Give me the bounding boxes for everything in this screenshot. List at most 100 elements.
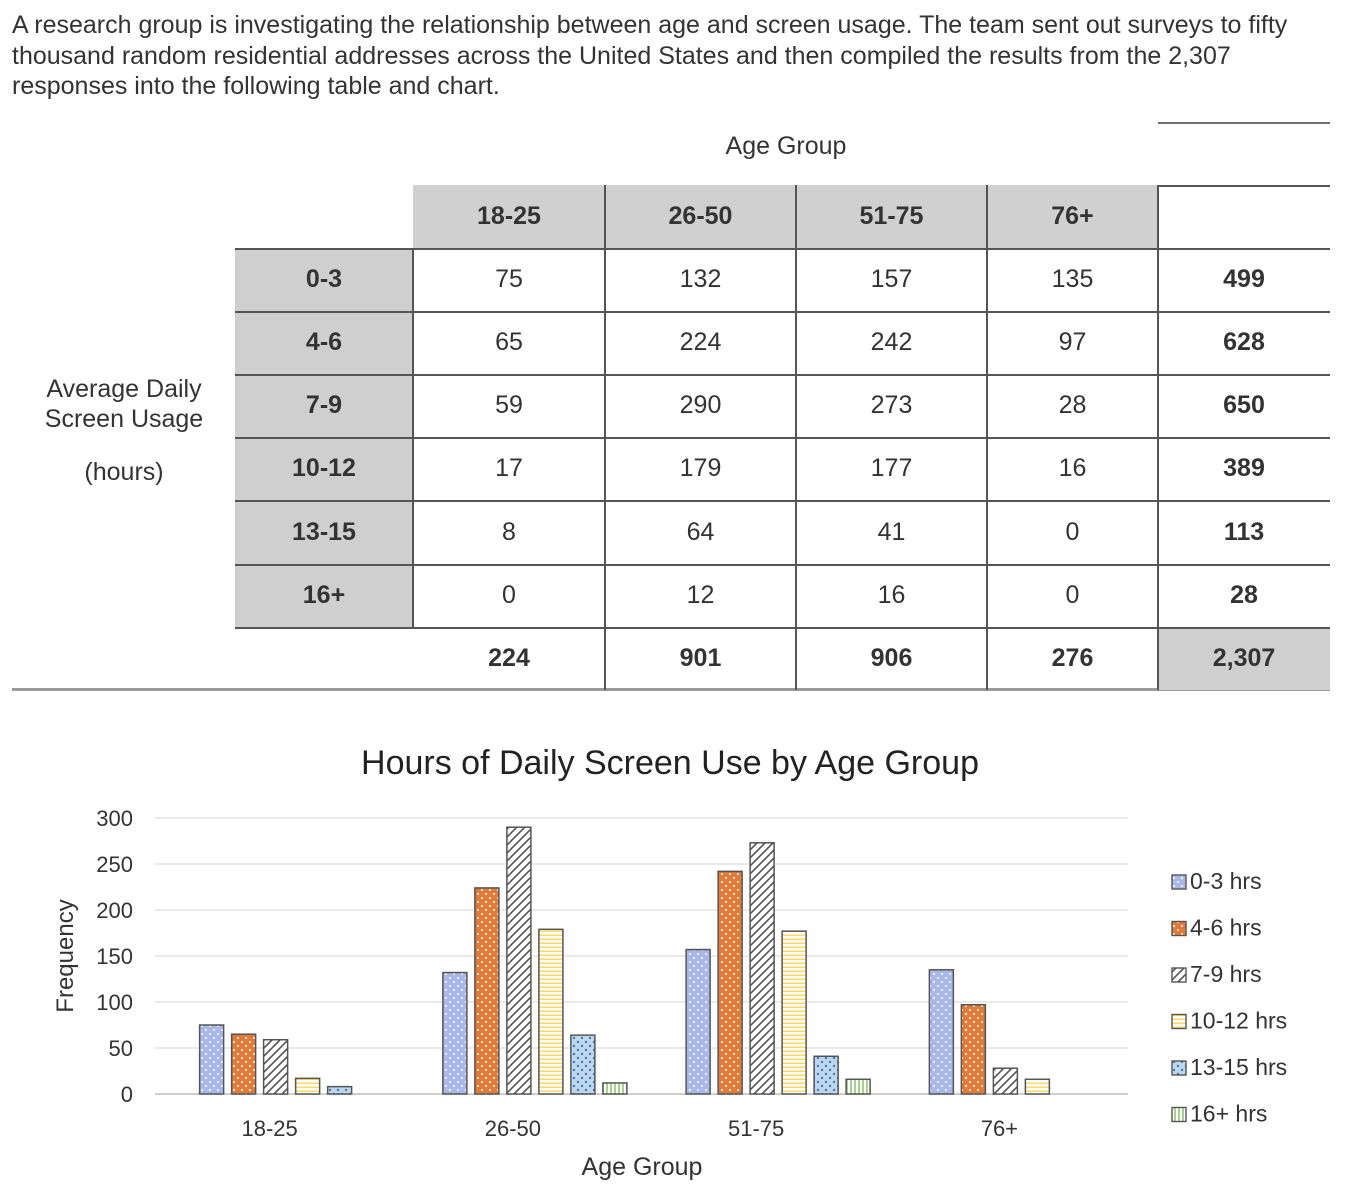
table-grid-line xyxy=(1158,185,1330,187)
table-grid-line xyxy=(235,437,1330,439)
table-cell: 224 xyxy=(605,311,796,374)
table-cell: 0 xyxy=(987,564,1158,627)
table-cell: 242 xyxy=(796,311,987,374)
bar xyxy=(294,1077,321,1095)
row-total: 113 xyxy=(1158,500,1330,564)
legend-label: 10-12 hrs xyxy=(1190,1008,1287,1034)
bar xyxy=(198,1024,225,1095)
x-tick-label: 76+ xyxy=(981,1116,1018,1141)
table-grid-line xyxy=(235,374,1330,376)
legend-swatch xyxy=(1171,1013,1187,1030)
table-grid-line xyxy=(412,248,414,627)
table-cell: 75 xyxy=(413,248,605,311)
total-column-rule xyxy=(1158,122,1330,124)
legend-label: 7-9 hrs xyxy=(1190,961,1262,987)
table-cell: 59 xyxy=(413,374,605,437)
table-cell: 290 xyxy=(605,374,796,437)
table-grid-line xyxy=(235,564,1330,566)
x-axis-label: Age Group xyxy=(582,1153,703,1181)
row-header: 7-9 xyxy=(235,374,413,437)
y-tick-label: 150 xyxy=(96,944,133,969)
table-grid-line xyxy=(235,500,1330,502)
column-total: 224 xyxy=(488,644,530,672)
y-tick-label: 100 xyxy=(96,990,133,1015)
table-cell: 132 xyxy=(605,248,796,311)
column-total: 901 xyxy=(679,644,722,672)
table-grid-line xyxy=(235,311,1330,313)
row-group-unit: (hours) xyxy=(84,458,164,486)
table-cell: 179 xyxy=(605,437,796,500)
row-total: 389 xyxy=(1158,437,1330,500)
legend-swatch xyxy=(1171,967,1187,983)
table-cell: 64 xyxy=(605,500,796,564)
bar xyxy=(992,1067,1019,1095)
column-header: 76+ xyxy=(987,185,1158,248)
bar xyxy=(813,1055,839,1095)
x-tick-label: 18-25 xyxy=(241,1116,297,1141)
x-tick-label: 51-75 xyxy=(728,1116,784,1141)
table-cell: 16 xyxy=(987,437,1158,500)
row-header: 10-12 xyxy=(235,437,413,500)
table-cell: 41 xyxy=(796,500,987,564)
table-grid-line xyxy=(1157,185,1159,690)
column-total: 276 xyxy=(1051,644,1094,672)
x-tick-label: 26-50 xyxy=(485,1116,541,1141)
row-total: 650 xyxy=(1158,374,1330,437)
table-grid-line xyxy=(235,627,1330,629)
table-cell: 273 xyxy=(796,374,987,437)
table-cell: 8 xyxy=(413,500,605,564)
bar xyxy=(262,1038,289,1095)
row-total: 28 xyxy=(1158,564,1330,627)
legend-swatch xyxy=(1171,920,1187,937)
row-total: 499 xyxy=(1158,248,1330,311)
legend-swatch xyxy=(1171,874,1187,890)
bar xyxy=(326,1085,353,1095)
table-cell: 97 xyxy=(987,311,1158,374)
table-cell: 65 xyxy=(413,311,605,374)
y-tick-label: 250 xyxy=(96,852,133,877)
table-grid-line xyxy=(795,185,797,690)
column-header: 18-25 xyxy=(413,185,605,248)
table-cell: 16 xyxy=(796,564,987,627)
y-tick-label: 50 xyxy=(109,1036,133,1061)
legend-swatch xyxy=(1171,1060,1187,1076)
bar xyxy=(538,928,564,1095)
bar xyxy=(781,930,807,1095)
row-header: 0-3 xyxy=(235,248,413,311)
y-tick-label: 200 xyxy=(96,898,133,923)
y-tick-label: 300 xyxy=(96,806,133,831)
row-header: 16+ xyxy=(235,564,413,627)
bar xyxy=(474,887,500,1095)
bar xyxy=(685,948,711,1095)
table-cell: 17 xyxy=(413,437,605,500)
bar xyxy=(230,1033,257,1095)
table-cell: 135 xyxy=(987,248,1158,311)
row-header: 13-15 xyxy=(235,500,413,564)
y-axis-label: Frequency xyxy=(52,899,79,1012)
table-grid-line xyxy=(986,185,988,690)
bar xyxy=(960,1004,987,1095)
legend-label: 16+ hrs xyxy=(1190,1101,1267,1127)
bar xyxy=(928,969,955,1095)
bar xyxy=(845,1078,871,1095)
bar xyxy=(442,971,468,1095)
column-header: 26-50 xyxy=(605,185,796,248)
legend-label: 4-6 hrs xyxy=(1190,915,1262,941)
table-cell: 177 xyxy=(796,437,987,500)
table-cell: 0 xyxy=(987,500,1158,564)
intro-paragraph: A research group is investigating the re… xyxy=(12,11,1288,100)
screen-usage-table: Age Group Average Daily Screen Usage (ho… xyxy=(12,122,1330,691)
row-group-label: Average Daily Screen Usage xyxy=(44,375,204,433)
bar xyxy=(506,826,532,1095)
column-header: 51-75 xyxy=(796,185,987,248)
table-grid-line xyxy=(235,248,1330,250)
table-cell: 12 xyxy=(605,564,796,627)
column-total: 906 xyxy=(870,644,913,672)
column-group-label: Age Group xyxy=(725,132,847,160)
bar xyxy=(749,842,775,1095)
bar xyxy=(602,1082,628,1095)
legend-swatch xyxy=(1171,1106,1187,1123)
legend-label: 13-15 hrs xyxy=(1190,1054,1287,1080)
grand-total: 2,307 xyxy=(1158,627,1330,690)
table-cell: 0 xyxy=(413,564,605,627)
